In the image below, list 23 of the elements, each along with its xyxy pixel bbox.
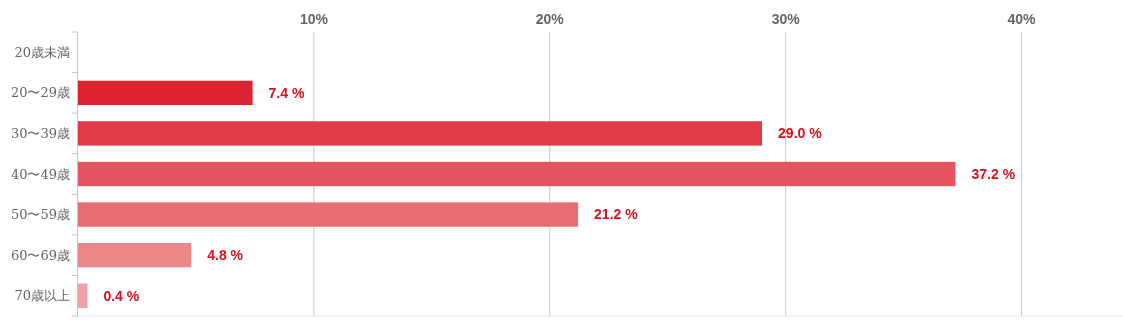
y-tick-label: 30〜39歳 [10, 125, 70, 141]
data-label: 37.2 % [971, 165, 1016, 182]
bar [78, 80, 253, 106]
x-tick-label: 40% [1007, 11, 1037, 27]
bar [78, 121, 763, 146]
data-label: 21.2 % [594, 206, 639, 223]
bar [78, 202, 579, 227]
y-tick-label: 20〜29歳 [10, 85, 70, 101]
bar [78, 161, 956, 187]
x-tick-label: 10% [299, 11, 329, 27]
x-tick-label: 20% [535, 11, 565, 27]
y-tick-label: 20歳未満 [14, 44, 70, 60]
y-tick-label: 50〜59歳 [10, 207, 70, 223]
data-label: 0.4 % [103, 287, 140, 304]
y-tick-label: 60〜69歳 [10, 247, 70, 263]
data-label: 4.8 % [207, 247, 244, 264]
y-tick-label: 70歳以上 [14, 288, 70, 304]
bar [78, 283, 88, 308]
x-tick-label: 30% [771, 11, 801, 27]
y-tick-label: 40〜49歳 [10, 166, 70, 182]
bar [78, 242, 192, 268]
data-label: 7.4 % [268, 84, 305, 101]
data-label: 29.0 % [778, 125, 823, 142]
